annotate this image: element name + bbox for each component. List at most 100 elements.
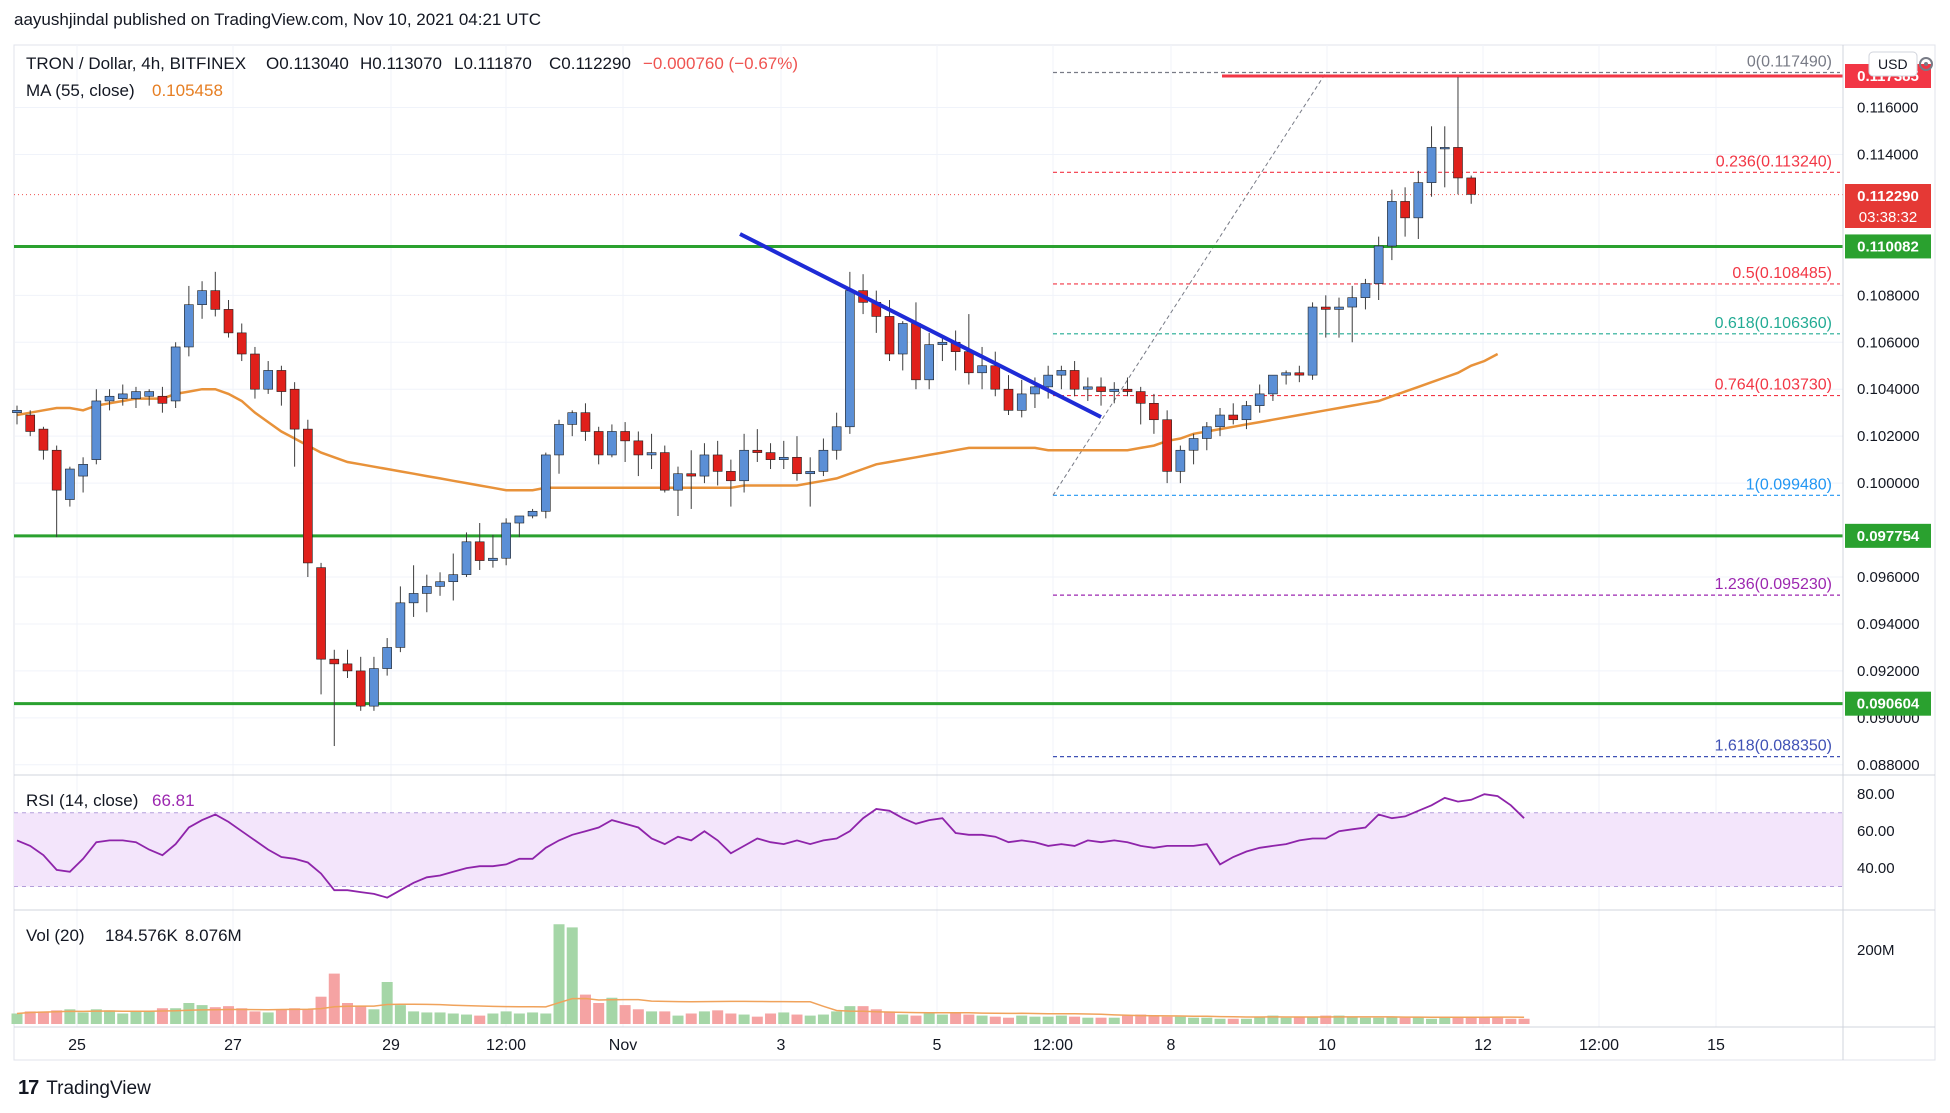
- volume-bar: [249, 1011, 261, 1024]
- candle-up: [435, 581, 445, 587]
- candle-up: [184, 304, 194, 348]
- candle-down: [1400, 201, 1410, 219]
- candle-up: [78, 464, 88, 477]
- candle-up: [1360, 283, 1371, 298]
- volume-bar: [831, 1011, 843, 1024]
- volume-bar: [1359, 1017, 1371, 1024]
- candle-down: [752, 449, 763, 453]
- volume-bar: [170, 1008, 182, 1024]
- volume-bar: [1293, 1016, 1305, 1024]
- x-tick-label: 3: [777, 1037, 786, 1054]
- trend-line[interactable]: [739, 232, 1102, 419]
- volume-bar: [1003, 1017, 1014, 1024]
- candle-down: [51, 449, 62, 491]
- candle-up: [607, 431, 617, 456]
- fibonacci-retracement: 0(0.117490) 0.236(0.113240) 0.5(0.108485) 0…: [1052, 54, 1840, 758]
- volume-bar: [117, 1013, 129, 1024]
- last-price-text: 0.112290: [1857, 188, 1919, 205]
- volume-bar: [804, 1015, 816, 1024]
- legend-close: C0.112290: [549, 54, 631, 73]
- support-resistance-levels: [14, 74, 1843, 706]
- y-tick-label: 0.096000: [1857, 569, 1920, 586]
- y-tick-label: 0.106000: [1857, 334, 1920, 351]
- volume-bar: [976, 1015, 988, 1024]
- volume-bar: [315, 996, 327, 1024]
- candle-down: [303, 428, 313, 564]
- volume-bar: [447, 1013, 459, 1024]
- volume-bar: [143, 1011, 155, 1024]
- fib-level-label: 0.618(0.106360): [1715, 315, 1832, 332]
- candle-up: [1268, 374, 1278, 395]
- volume-bar: [844, 1006, 856, 1024]
- candle-up: [1307, 306, 1318, 376]
- volume-bar: [408, 1011, 420, 1024]
- x-tick-label: 5: [933, 1037, 942, 1054]
- candle-up: [1241, 405, 1252, 421]
- candle-up: [1334, 306, 1344, 310]
- volume-bar: [1135, 1014, 1147, 1024]
- volume-bar: [989, 1016, 1001, 1024]
- volume-bar: [513, 1013, 525, 1024]
- legend-vol-value2: 8.076M: [185, 926, 242, 945]
- volume-bar: [963, 1014, 975, 1024]
- volume-bar: [1108, 1017, 1120, 1024]
- volume-bar: [262, 1012, 274, 1024]
- volume-bar: [434, 1012, 446, 1024]
- volume-pane: 200M: [11, 924, 1895, 1024]
- candle-down: [1453, 147, 1463, 179]
- volume-bar: [1399, 1017, 1411, 1024]
- volume-bar: [897, 1014, 909, 1024]
- candle-down: [726, 471, 736, 482]
- ma55-polyline: [16, 352, 1499, 492]
- settings-gear-icon[interactable]: [1919, 57, 1933, 71]
- currency-label: USD: [1878, 56, 1908, 72]
- volume-bar: [923, 1013, 935, 1024]
- volume-bar: [1386, 1016, 1398, 1024]
- candle-down: [342, 663, 353, 672]
- volume-bar: [1227, 1018, 1239, 1024]
- x-tick-label: 12:00: [1033, 1037, 1073, 1054]
- candle-up: [897, 323, 908, 355]
- volume-bar: [1214, 1018, 1226, 1024]
- candle-up: [91, 400, 102, 460]
- currency-badge[interactable]: [1868, 51, 1918, 77]
- volume-bar: [1452, 1016, 1464, 1024]
- candle-down: [329, 658, 340, 665]
- support3-label-bg: [1845, 691, 1931, 716]
- candle-up: [805, 471, 816, 475]
- volume-bar: [460, 1014, 472, 1024]
- candle-down: [911, 323, 921, 381]
- volume-bar: [593, 1003, 605, 1024]
- volume-bar: [1426, 1018, 1438, 1024]
- candle-up: [395, 602, 406, 648]
- brand-logo[interactable]: 17 TradingView: [18, 1077, 151, 1100]
- candle-down: [633, 440, 644, 456]
- legend-low: L0.111870: [454, 54, 532, 73]
- volume-bar: [619, 1005, 631, 1024]
- candle-up: [1281, 372, 1291, 376]
- candle-up: [488, 557, 498, 561]
- y-tick-label: 0.102000: [1857, 428, 1920, 445]
- support2-label-text: 0.097754: [1857, 528, 1920, 545]
- y-tick-label: 0.108000: [1857, 287, 1920, 304]
- volume-bar: [791, 1014, 803, 1024]
- volume-bar: [632, 1009, 644, 1024]
- volume-bar: [540, 1013, 552, 1024]
- volume-bar: [1439, 1017, 1451, 1024]
- volume-bar: [1042, 1016, 1054, 1024]
- volume-bar: [1373, 1017, 1385, 1024]
- volume-bar: [355, 1006, 367, 1024]
- candle-up: [170, 346, 181, 402]
- x-tick-label: 10: [1318, 1037, 1336, 1054]
- rsi-band: [14, 812, 1843, 887]
- volume-bar: [1055, 1015, 1067, 1024]
- volume-bar: [712, 1010, 724, 1024]
- volume-bar: [566, 927, 578, 1024]
- volume-bar: [1320, 1015, 1332, 1024]
- candle-down: [990, 365, 1001, 390]
- volume-bar: [606, 997, 618, 1024]
- y-tick-label: 0.092000: [1857, 663, 1920, 680]
- support2-label-bg: [1845, 523, 1931, 548]
- support3-label-text: 0.090604: [1857, 696, 1920, 713]
